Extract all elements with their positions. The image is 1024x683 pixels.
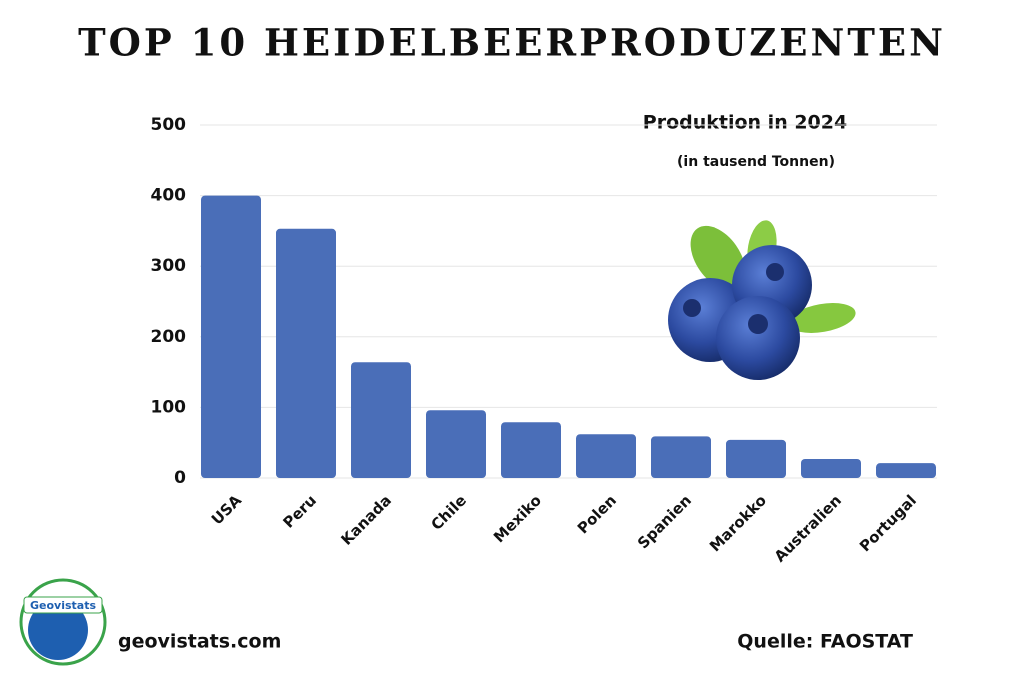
y-tick-label: 0: [174, 468, 186, 488]
bar: [201, 195, 261, 478]
y-tick-label: 300: [151, 256, 187, 276]
source: Quelle: FAOSTAT: [737, 631, 913, 653]
chart-title: TOP 10 HEIDELBEERPRODUZENTEN: [78, 21, 946, 65]
x-tick-label: Kanada: [337, 491, 395, 549]
bar: [576, 434, 636, 478]
y-tick-label: 400: [151, 186, 187, 206]
x-tick-label: Marokko: [706, 491, 770, 555]
blueberry-illustration: [668, 220, 856, 380]
bar: [501, 422, 561, 478]
logo-text: Geovistats: [30, 599, 96, 612]
bar: [351, 362, 411, 478]
x-tick-label: Mexiko: [490, 491, 545, 546]
subtitle: Produktion in 2024: [643, 112, 847, 134]
website: geovistats.com: [118, 631, 281, 653]
x-tick-label: USA: [208, 491, 245, 528]
bar: [876, 463, 936, 478]
x-tick-label: Australien: [771, 491, 845, 565]
y-tick-label: 200: [151, 327, 187, 347]
bar: [726, 439, 786, 478]
bar: [651, 436, 711, 478]
y-tick-label: 500: [151, 115, 187, 135]
x-tick-label: Spanien: [634, 491, 695, 552]
y-tick-label: 100: [151, 397, 187, 417]
logo: Geovistats: [19, 578, 107, 666]
bar: [801, 458, 861, 478]
bar: [426, 410, 486, 478]
x-tick-label: Chile: [427, 491, 470, 534]
unit-note: (in tausend Tonnen): [677, 154, 835, 170]
x-tick-label: Portugal: [856, 491, 920, 555]
x-tick-label: Peru: [280, 491, 320, 531]
x-tick-label: Polen: [574, 491, 620, 537]
bar: [276, 228, 336, 478]
